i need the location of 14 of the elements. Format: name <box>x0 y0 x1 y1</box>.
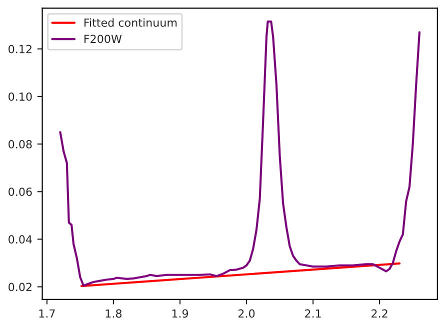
y-tick-label: 0.04 <box>8 235 32 244</box>
y-tick-label: 0.06 <box>8 188 32 196</box>
x-tick-label: 1.8 <box>106 309 122 318</box>
y-tick-label: 0.10 <box>8 92 32 101</box>
x-tick-label: 1.9 <box>172 309 188 318</box>
y-tick-label: 0.08 <box>8 140 32 148</box>
y-tick-label: 0.12 <box>8 44 32 54</box>
x-tick-label: 2.0 <box>238 309 255 318</box>
x-tick-label: 2.2 <box>372 309 388 318</box>
x-tick-label: 2.1 <box>305 309 321 318</box>
x-tick-label: 1.7 <box>39 309 55 318</box>
legend-label: Fitted continuum <box>84 18 177 27</box>
legend-label: F200W <box>84 34 122 44</box>
y-tick-label: 0.02 <box>8 282 32 292</box>
